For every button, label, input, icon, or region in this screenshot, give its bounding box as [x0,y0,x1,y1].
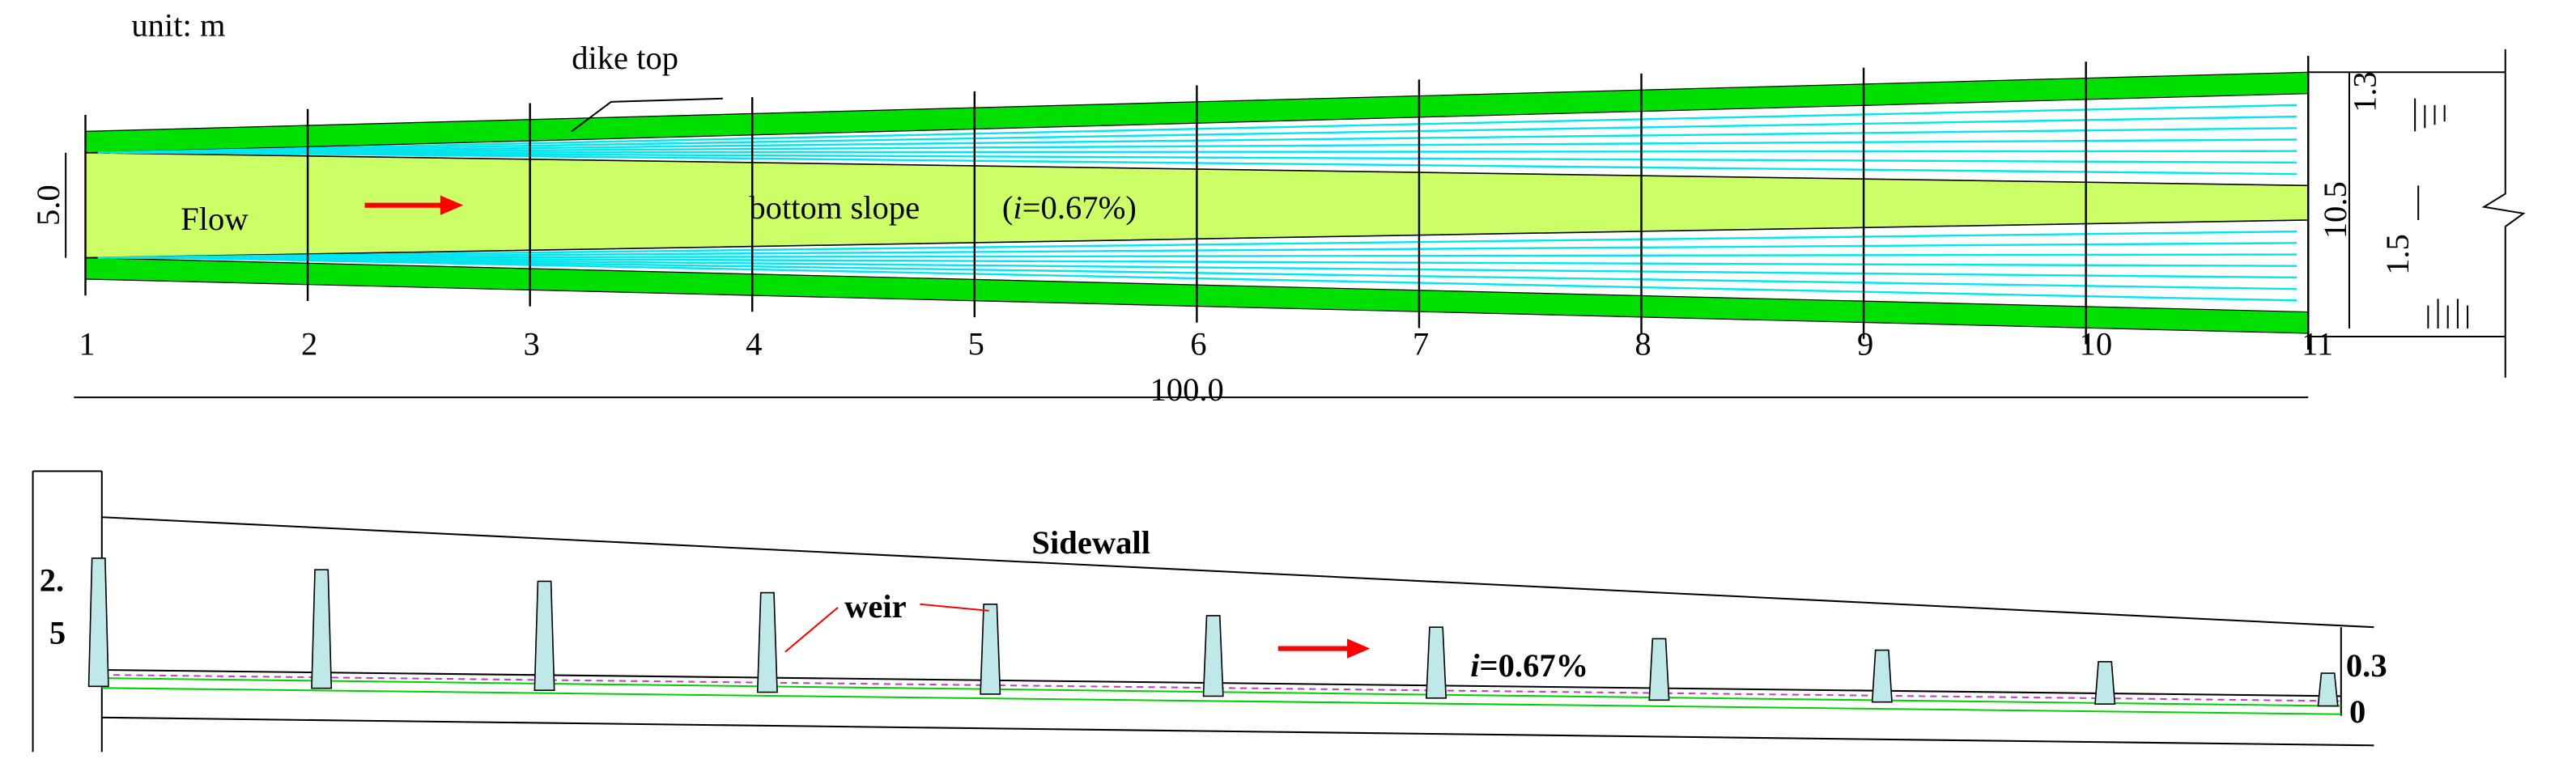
slope-line [109,242,2298,259]
bed-line [101,687,2341,715]
dim-label: 0 [2349,693,2366,730]
slope-line [134,256,2298,267]
slope-lines [97,104,2298,302]
flow-label: Flow [181,201,249,237]
profile-view: Sidewall weir i=0.67% 2. 5 0.3 0 [32,470,2387,752]
leader [571,97,723,133]
section-label: 3 [524,325,540,362]
slope-line [159,256,2298,290]
weir [1648,638,1670,701]
dike-label: dike top [572,40,678,76]
dim-label: 0.3 [2346,647,2387,684]
unit: unit: m [131,7,225,44]
weir [311,569,333,689]
slope-label: i=0.67% [1470,647,1588,684]
height-label: 2. [40,562,64,599]
weir [1426,626,1447,699]
section-label: 9 [1857,325,1873,362]
slope-line [122,253,2298,259]
arrow-head [440,195,464,215]
sidewall-label: Sidewall [1031,524,1150,561]
leader [784,607,839,653]
section-label: 5 [968,325,984,362]
weir [1871,649,1893,703]
sections: 1 2 3 4 5 6 7 8 9 10 11 [79,55,2333,362]
slope-value: (i=0.67%) [1002,189,1137,226]
slope-line [134,138,2298,154]
slope-line [147,150,2298,154]
dim-label: 1.5 [2379,234,2416,275]
width-label: 5.0 [30,184,66,226]
weir [1202,615,1224,697]
weir [2094,661,2116,705]
height-label: 5 [49,614,66,651]
section-label: 2 [301,325,317,362]
slope-line [122,127,2298,154]
section-label: 11 [2302,325,2333,362]
leader [920,603,989,612]
dim-label: 1.3 [2346,71,2383,112]
section-label: 7 [1413,325,1429,362]
slope-line [147,256,2298,279]
weir [756,591,778,693]
weirs [87,557,2339,707]
length-label: 100.0 [1150,371,1224,408]
section-label: 4 [746,325,762,362]
slope-label: bottom slope [749,189,920,226]
plan-view: 1 2 3 4 5 6 7 8 9 10 11 100.0 5.0 unit: m dike top… [30,7,2526,408]
weir [980,603,1001,695]
section-label: 1 [79,325,95,362]
dim-label: 10.5 [2317,181,2353,239]
arrow-head [1347,638,1371,659]
slope-line [159,151,2298,164]
section-label: 6 [1190,325,1206,362]
weir-label: weir [844,588,907,625]
slope-line [172,151,2298,176]
section-label: 10 [2080,325,2113,362]
right-end [2307,49,2526,378]
weir [87,557,109,688]
slope-line [109,115,2298,154]
weir [2317,672,2339,707]
slope-line [172,256,2298,302]
weir [533,580,555,691]
section-label: 8 [1634,325,1651,362]
